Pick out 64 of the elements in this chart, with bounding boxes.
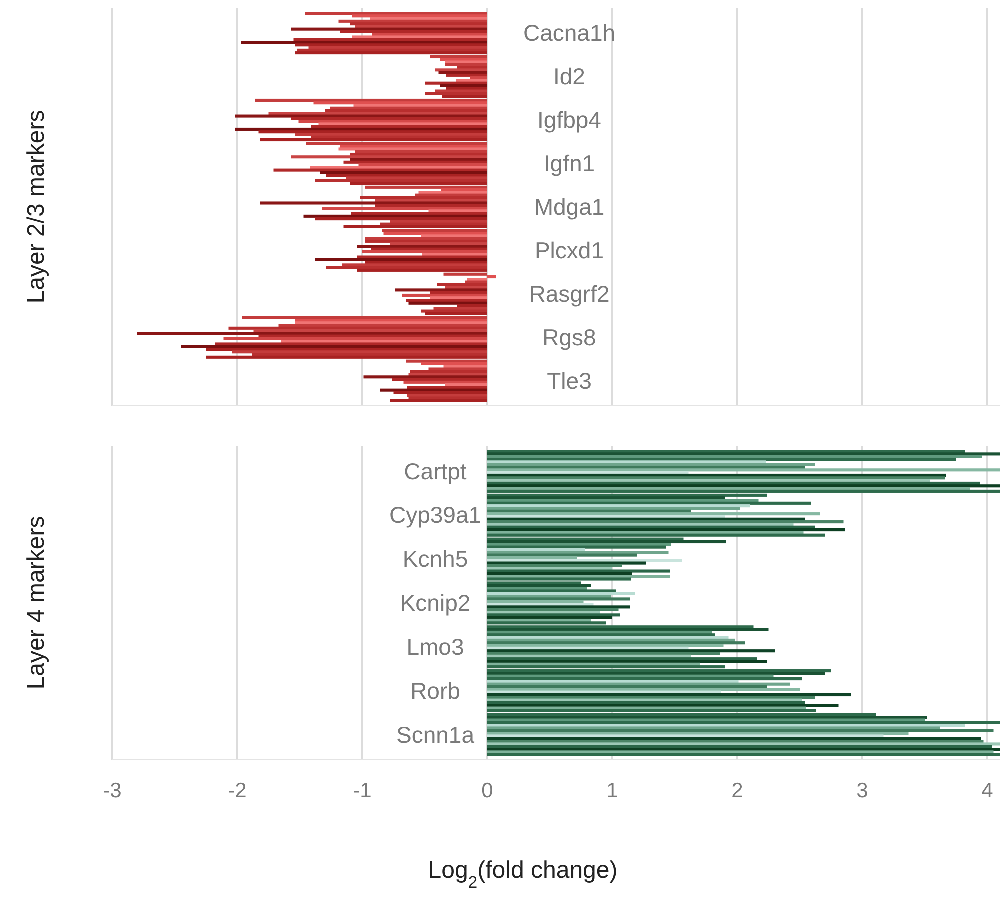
bar (488, 704, 839, 708)
y-tick-label: Cacna1h (523, 20, 616, 46)
x-axis-title: Log$_{2}$(fold change) (428, 857, 618, 892)
bar (488, 452, 1000, 456)
x-tick-label: -3 (103, 779, 122, 802)
x-tick-label: 4 (982, 779, 994, 802)
bar (488, 490, 1000, 493)
bar (488, 718, 925, 722)
y-axis-title: Layer 4 markers (23, 516, 50, 690)
y-tick-label: Scnn1a (396, 722, 475, 748)
x-tick-label: -2 (228, 779, 247, 802)
bar (488, 507, 740, 510)
bar (488, 460, 766, 464)
bar (488, 696, 815, 700)
y-tick-label: Rgs8 (542, 324, 596, 350)
y-tick-label: Rasgrf2 (529, 281, 610, 308)
bar (488, 534, 825, 537)
y-tick-label: Rorb (410, 678, 460, 704)
bar (488, 680, 739, 684)
y-tick-label: Tle3 (547, 368, 592, 394)
bar (488, 559, 682, 562)
y-tick-label: Id2 (554, 64, 586, 90)
y-tick-label: Mdga1 (534, 194, 605, 220)
bar (488, 688, 800, 692)
bar (488, 652, 720, 656)
bar (488, 660, 768, 664)
bar (488, 726, 940, 730)
x-tick-label: 2 (732, 779, 744, 802)
bar (488, 543, 672, 546)
bar (488, 614, 620, 617)
y-tick-label: Kcnh5 (402, 546, 468, 572)
bar (488, 570, 670, 573)
bar (488, 750, 994, 754)
y-tick-label: Plcxd1 (534, 238, 604, 264)
bar (488, 742, 1000, 746)
x-tick-label: 3 (856, 779, 868, 802)
y-axis-title: Layer 2/3 markers (23, 110, 50, 304)
y-tick-label: Igfbp4 (538, 107, 602, 134)
bar (488, 578, 632, 581)
bar (488, 753, 1000, 756)
y-tick-label: Lmo3 (406, 634, 464, 660)
bar (488, 672, 825, 676)
bar (488, 626, 754, 629)
y-tick-label: Cyp39a1 (389, 502, 482, 528)
bar (488, 531, 804, 534)
bar (488, 476, 945, 480)
bar (488, 523, 794, 526)
bar (488, 606, 630, 609)
bar (488, 598, 630, 601)
bar (488, 484, 1000, 488)
y-tick-label: Igfn1 (544, 150, 596, 177)
bar (488, 468, 1000, 472)
x-tick-label: 0 (482, 779, 494, 802)
bar (488, 551, 669, 554)
x-tick-label: -1 (353, 779, 372, 802)
x-tick-label: 1 (606, 779, 618, 802)
bar (488, 644, 724, 648)
bar (488, 499, 759, 502)
bar (488, 634, 715, 637)
y-tick-label: Cartpt (404, 458, 468, 484)
bar (488, 515, 725, 518)
bar (488, 590, 616, 593)
bar (488, 734, 884, 738)
y-tick-label: Kcnip2 (400, 590, 471, 616)
